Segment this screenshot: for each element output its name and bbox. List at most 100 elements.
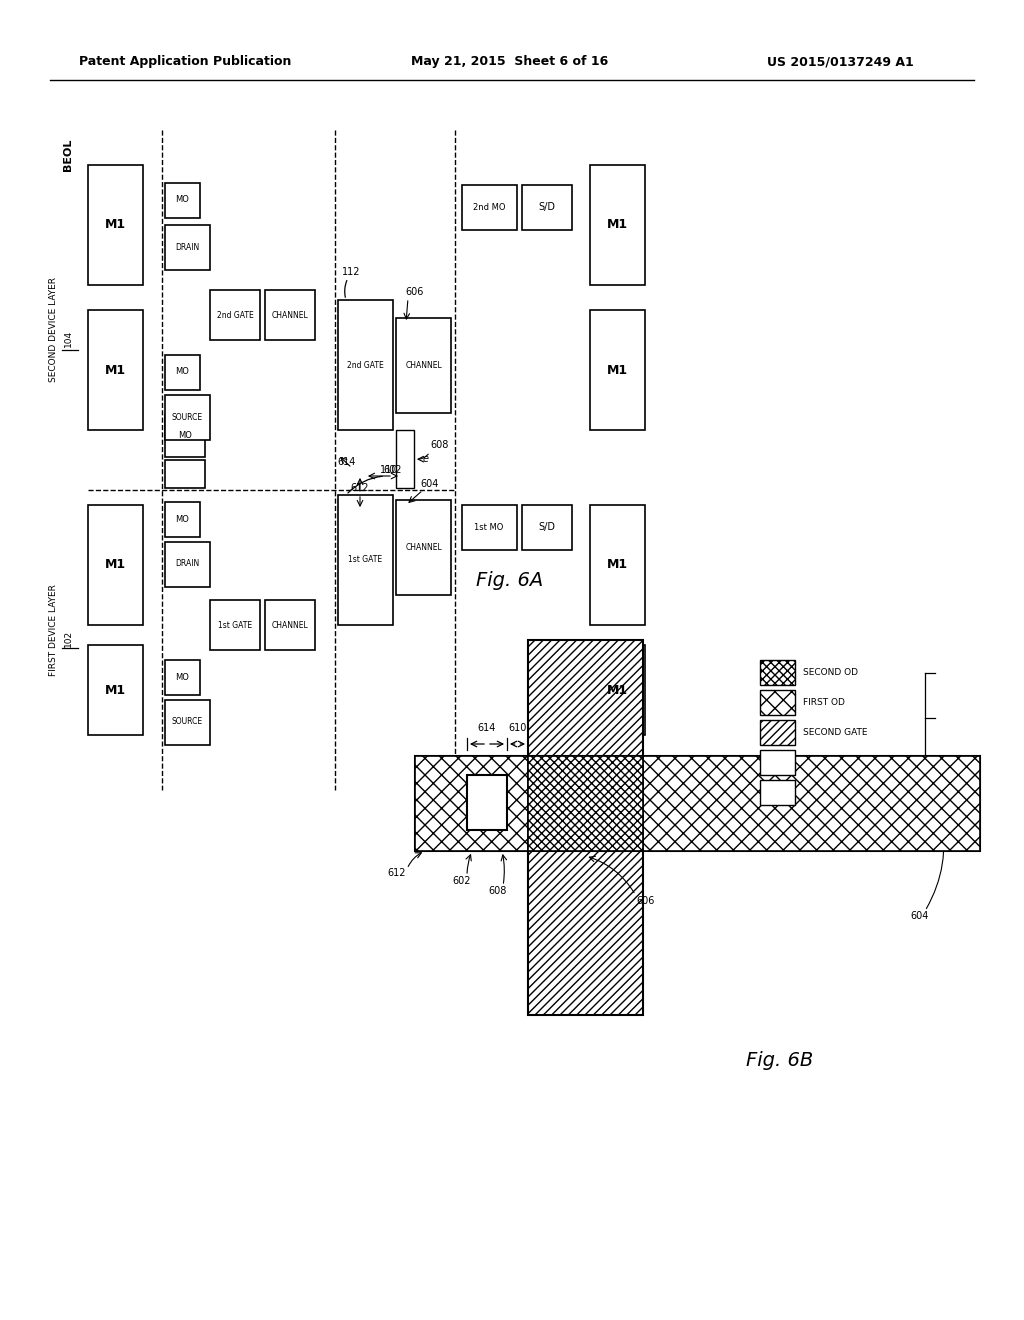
Bar (165, 414, 205, 457)
Text: 1st GATE: 1st GATE (218, 620, 252, 630)
Text: CHANNEL: CHANNEL (271, 620, 308, 630)
Bar (165, 183, 200, 218)
Text: BEOL: BEOL (63, 139, 73, 172)
Text: CHANNEL: CHANNEL (406, 360, 442, 370)
Bar (760, 780, 795, 805)
Text: S/D: S/D (539, 521, 555, 532)
Bar (265, 290, 315, 341)
Bar (396, 318, 451, 413)
Text: M1: M1 (104, 363, 126, 376)
Text: 610: 610 (508, 723, 526, 733)
Text: 608: 608 (430, 440, 449, 450)
Bar (396, 430, 414, 488)
Bar (462, 506, 517, 550)
Bar (590, 645, 645, 735)
Text: SOURCE: SOURCE (171, 718, 203, 726)
Text: 612: 612 (388, 869, 407, 878)
Text: 104: 104 (63, 330, 73, 347)
Text: MO: MO (175, 672, 189, 681)
Bar (165, 543, 210, 587)
Text: 606: 606 (406, 286, 423, 297)
Bar (590, 506, 645, 624)
Text: 1st GATE: 1st GATE (348, 556, 383, 565)
Text: Fig. 6A: Fig. 6A (476, 570, 544, 590)
Bar (462, 185, 517, 230)
Bar (265, 601, 315, 649)
Bar (590, 165, 645, 285)
Bar (88, 506, 143, 624)
Bar (522, 185, 572, 230)
Text: M1: M1 (606, 558, 628, 572)
Text: SECOND GATE: SECOND GATE (803, 729, 867, 737)
Bar (88, 310, 143, 430)
Text: 612: 612 (351, 483, 370, 492)
Bar (760, 719, 795, 744)
Text: MO: MO (175, 195, 189, 205)
Text: M1: M1 (606, 219, 628, 231)
Text: INTER-LEVEL CONNECTION: INTER-LEVEL CONNECTION (803, 788, 923, 797)
Bar (165, 355, 200, 389)
Text: SECOND OD: SECOND OD (803, 668, 858, 677)
Text: 614: 614 (478, 723, 497, 733)
Text: CHANNEL: CHANNEL (271, 310, 308, 319)
Bar (643, 756, 980, 851)
Text: 602: 602 (384, 465, 402, 475)
Text: Patent Application Publication: Patent Application Publication (79, 55, 291, 69)
Text: SOURCE: SOURCE (171, 412, 203, 421)
Text: M1: M1 (606, 684, 628, 697)
Text: 602: 602 (453, 876, 471, 886)
Bar (396, 500, 451, 595)
Bar (338, 495, 393, 624)
Bar (760, 660, 795, 685)
Bar (165, 700, 210, 744)
Text: FIRST DEVICE LAYER: FIRST DEVICE LAYER (48, 583, 57, 676)
Bar (165, 395, 210, 440)
Text: 608: 608 (488, 886, 507, 896)
Text: M1: M1 (104, 219, 126, 231)
Text: M1: M1 (104, 558, 126, 572)
Text: DRAIN: DRAIN (175, 560, 199, 569)
Text: 606: 606 (636, 896, 654, 906)
Bar (415, 756, 528, 851)
Text: CHANNEL: CHANNEL (406, 543, 442, 552)
Text: SECOND DEVICE LAYER: SECOND DEVICE LAYER (48, 277, 57, 383)
Text: 604: 604 (420, 479, 438, 488)
Text: e: e (423, 454, 429, 465)
Text: 2nd MO: 2nd MO (473, 202, 505, 211)
Text: M1: M1 (606, 363, 628, 376)
Bar (88, 645, 143, 735)
Bar (760, 690, 795, 715)
Bar (165, 660, 200, 696)
Text: FIRST GATE: FIRST GATE (803, 758, 854, 767)
Text: 1st MO: 1st MO (474, 523, 504, 532)
Text: 604: 604 (910, 911, 929, 921)
Bar (528, 756, 643, 851)
Bar (528, 640, 643, 1015)
Text: MO: MO (178, 432, 191, 441)
Text: MO: MO (175, 515, 189, 524)
Text: May 21, 2015  Sheet 6 of 16: May 21, 2015 Sheet 6 of 16 (412, 55, 608, 69)
Bar (522, 506, 572, 550)
Bar (760, 750, 795, 775)
Text: 2nd GATE: 2nd GATE (347, 360, 384, 370)
Bar (338, 300, 393, 430)
Text: Fig. 6B: Fig. 6B (746, 1051, 814, 1069)
Text: MO: MO (175, 367, 189, 376)
Bar (210, 290, 260, 341)
Bar (590, 310, 645, 430)
Bar (88, 165, 143, 285)
Text: 112: 112 (342, 267, 360, 277)
Text: M1: M1 (104, 684, 126, 697)
Bar (165, 502, 200, 537)
Text: 2nd GATE: 2nd GATE (217, 310, 253, 319)
Bar (165, 224, 210, 271)
Text: FIRST OD: FIRST OD (803, 698, 845, 708)
Bar (165, 459, 205, 488)
Text: US 2015/0137249 A1: US 2015/0137249 A1 (767, 55, 913, 69)
Text: 110: 110 (380, 465, 398, 475)
Bar (210, 601, 260, 649)
Text: S/D: S/D (539, 202, 555, 213)
Text: 102: 102 (63, 630, 73, 647)
Text: DRAIN: DRAIN (175, 243, 199, 252)
Bar (467, 775, 507, 830)
